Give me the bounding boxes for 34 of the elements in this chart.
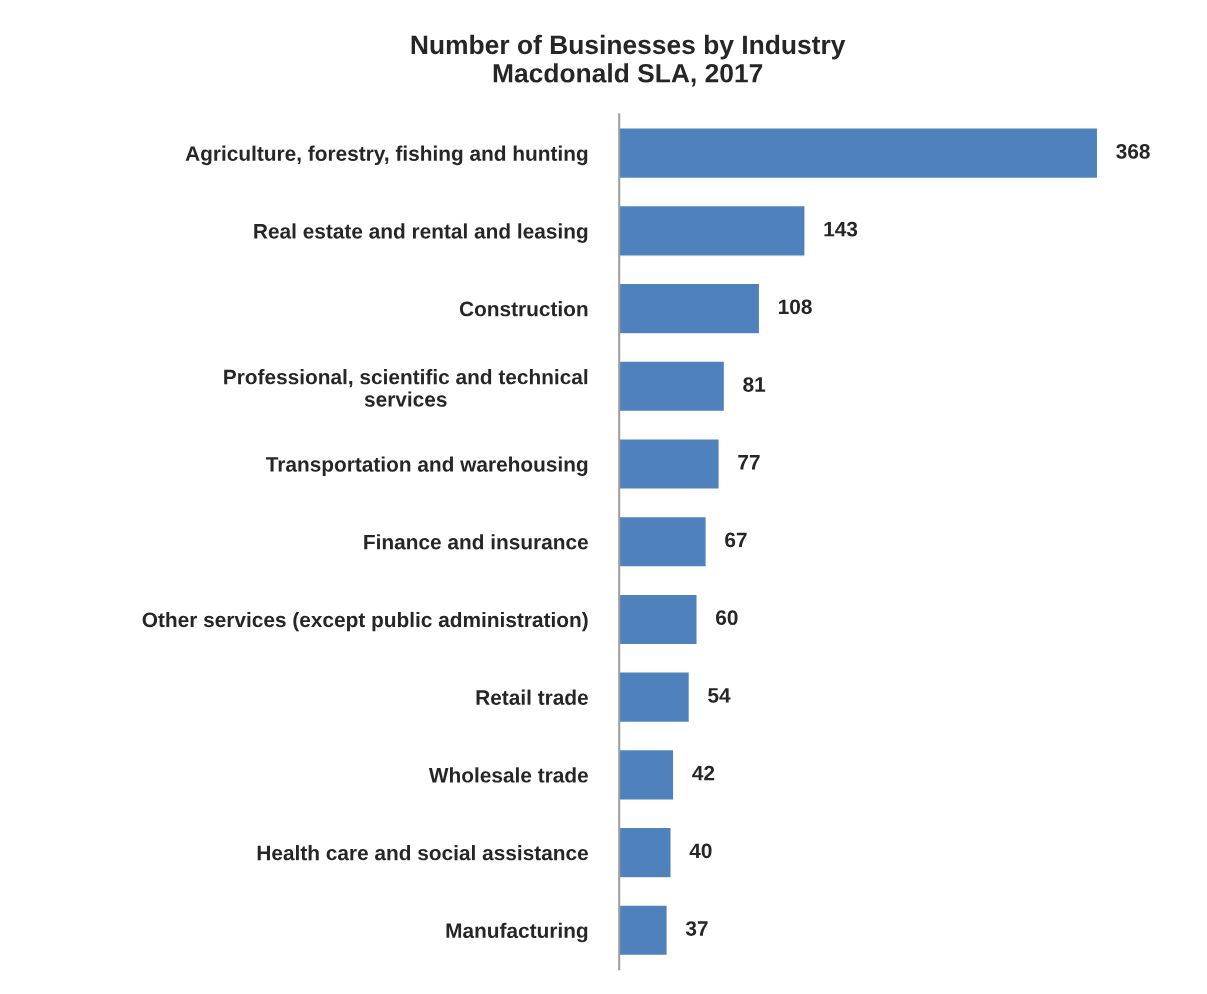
- y-tick-label: Other services (except public administration): [142, 611, 588, 632]
- bar: [619, 748, 675, 801]
- data-label: 77: [738, 455, 760, 470]
- y-tick-label: Retail trade: [476, 689, 588, 705]
- data-label: 42: [692, 765, 715, 781]
- bar: [619, 904, 668, 957]
- y-tick-label: Professional, scientific and technical services: [224, 369, 588, 407]
- data-label: 368: [1116, 144, 1150, 159]
- bar: [619, 671, 691, 724]
- y-tick-label: Transportation and warehousing: [265, 456, 588, 476]
- bar: [619, 127, 1099, 180]
- y-tick-label: Health care and social assistance: [257, 845, 588, 861]
- bar: [619, 593, 698, 646]
- bar: [619, 826, 672, 879]
- bar: [619, 282, 761, 335]
- data-label: 54: [708, 688, 731, 703]
- chart-title: Number of Businesses by Industry Macdonald SLA, 2017: [411, 34, 846, 87]
- data-label: 67: [725, 532, 747, 548]
- y-tick-label: Manufacturing: [446, 922, 588, 943]
- y-tick-label: Real estate and rental and leasing: [254, 223, 588, 243]
- data-label: 108: [778, 299, 812, 315]
- data-label: 60: [716, 610, 738, 626]
- bar: [619, 515, 707, 568]
- y-tick-label: Agriculture, forestry, fishing and hunting: [185, 145, 588, 166]
- data-label: 81: [743, 377, 766, 392]
- data-label: 40: [689, 843, 712, 859]
- y-tick-label: Wholesale trade: [428, 767, 588, 783]
- bar: [619, 438, 720, 490]
- bar: [619, 360, 726, 413]
- bar: [619, 204, 806, 257]
- y-tick-label: Construction: [459, 301, 588, 317]
- y-tick-label: Finance and insurance: [364, 534, 588, 550]
- data-label: 37: [685, 921, 708, 936]
- data-label: 143: [824, 221, 858, 237]
